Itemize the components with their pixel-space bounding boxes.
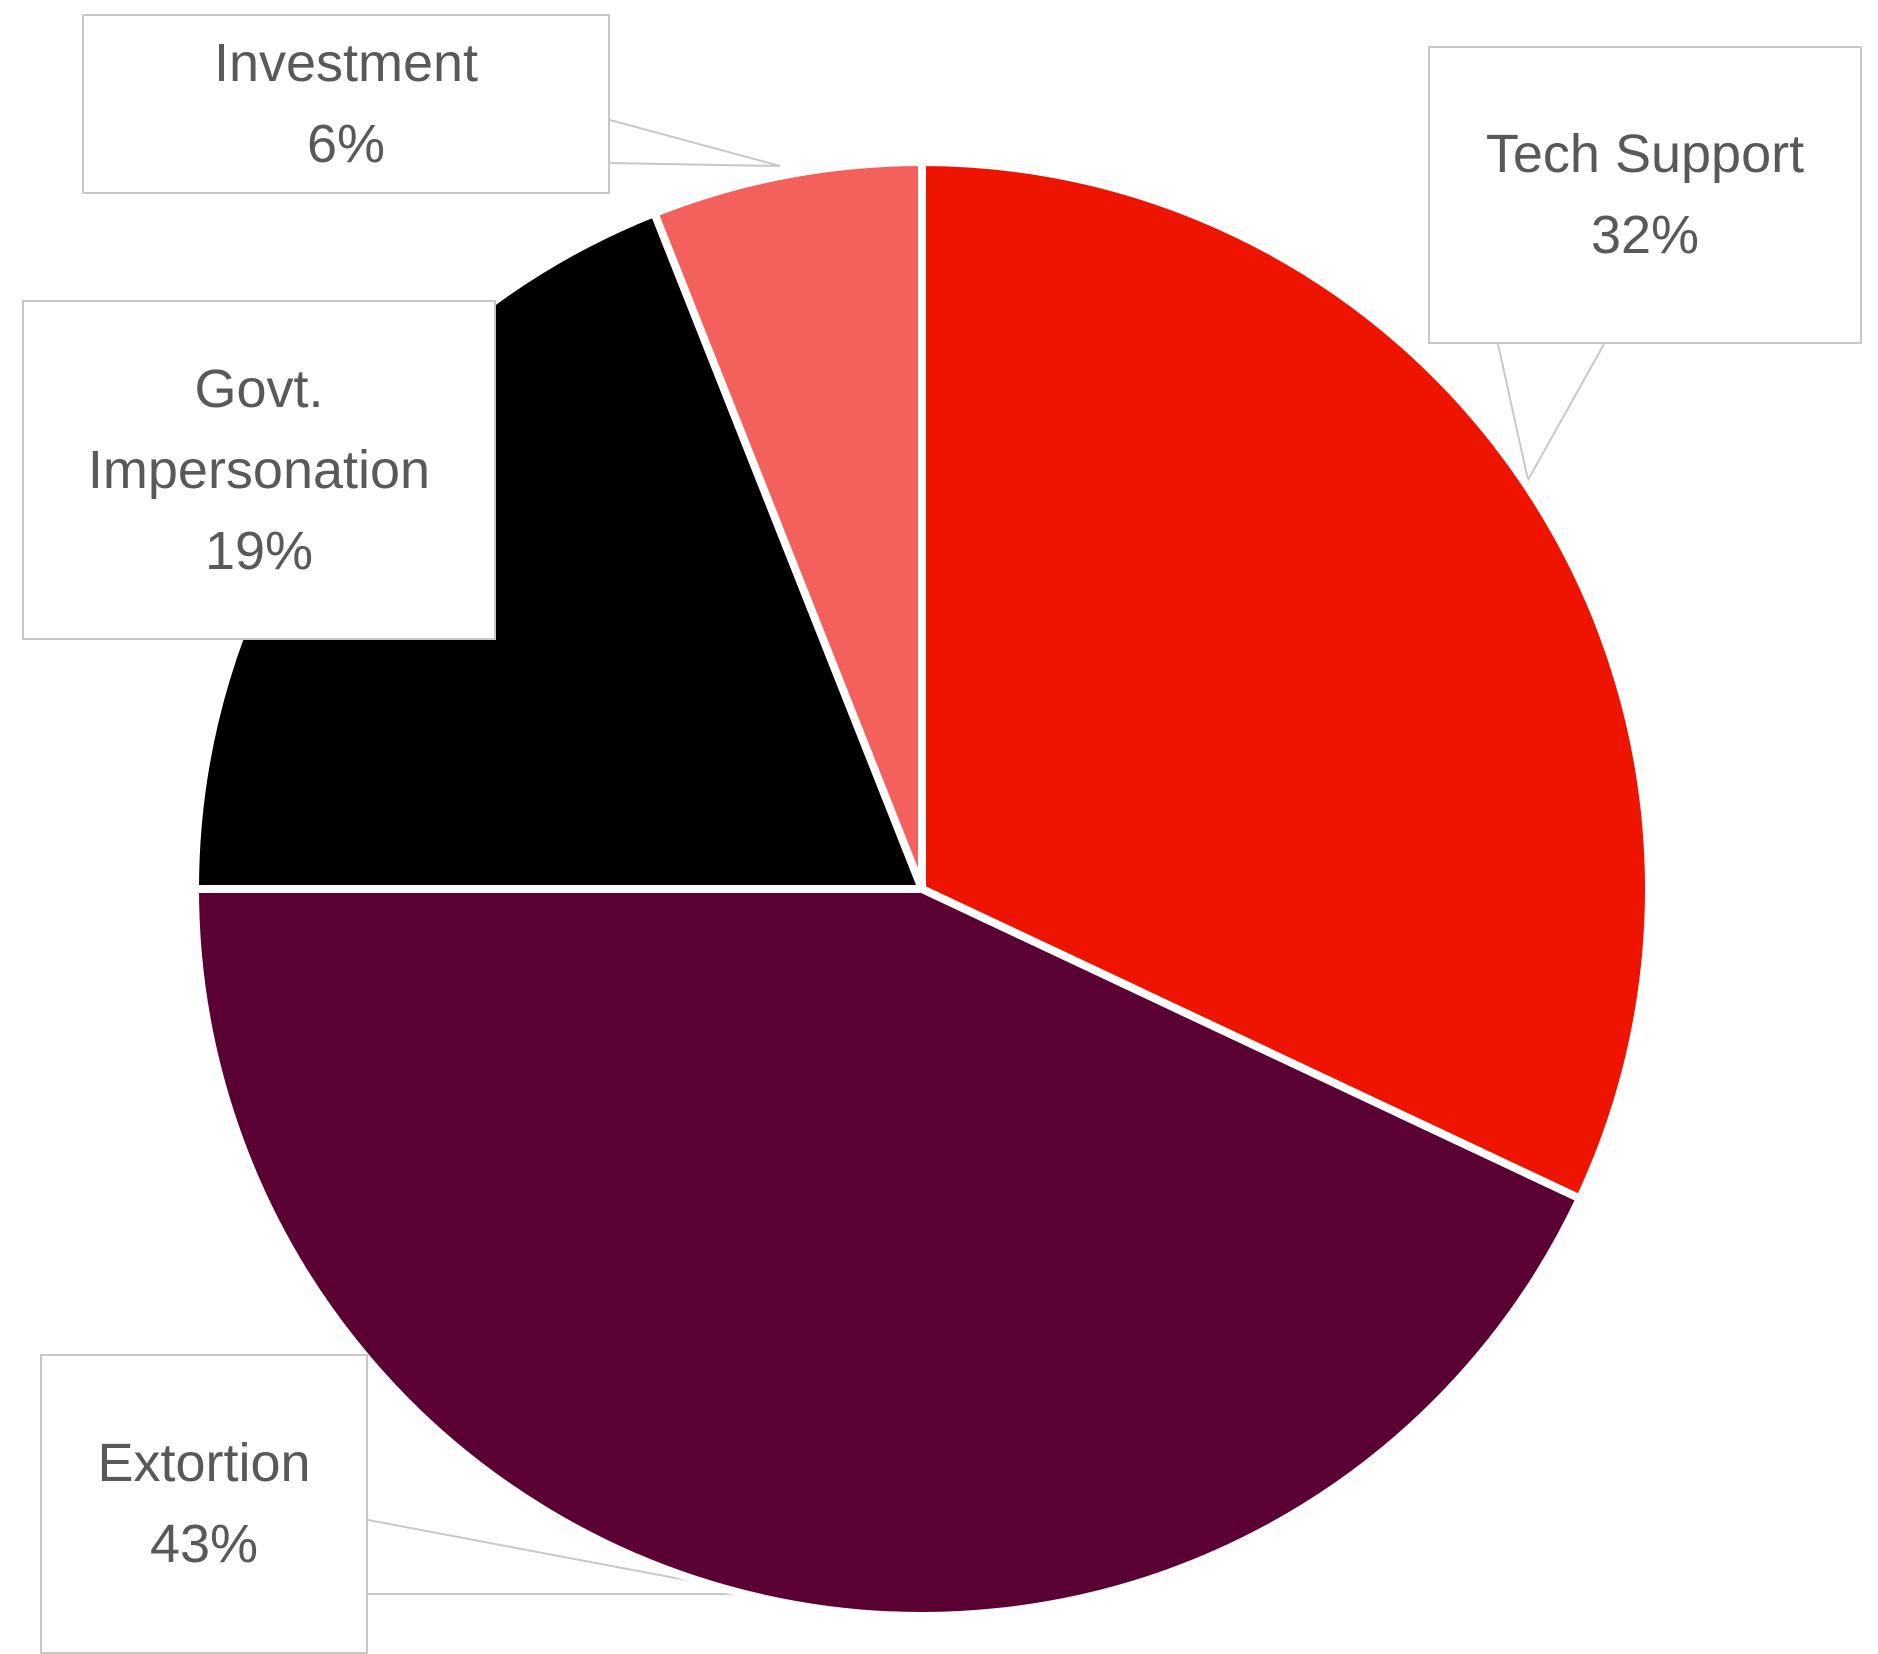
data-label-govt-impersonation: Govt. Impersonation 19% xyxy=(22,300,496,640)
data-label-category: Tech Support xyxy=(1485,124,1805,184)
data-label-investment: Investment 6% xyxy=(82,14,610,194)
data-label-category: Extortion xyxy=(97,1433,311,1493)
data-label-category-line-1: Govt. xyxy=(194,358,324,419)
data-label-percent: 43% xyxy=(149,1514,259,1574)
pie-slices xyxy=(190,157,1653,1620)
data-label-percent: 6% xyxy=(306,114,386,174)
pie-slice-tech-support xyxy=(918,157,1653,1204)
pie-chart-svg xyxy=(190,119,1653,1620)
leader-line-investment xyxy=(609,119,781,167)
pie-chart: Tech Support 32% Investment 6% Govt. Imp… xyxy=(22,14,1862,1654)
data-label-percent: 19% xyxy=(204,520,314,581)
data-label-tech-support: Tech Support 32% xyxy=(1428,46,1862,344)
pie-slice-investment xyxy=(649,157,926,891)
pie-slice-extortion xyxy=(190,885,1586,1620)
data-label-category: Investment xyxy=(213,33,479,93)
data-label-extortion: Extortion 43% xyxy=(40,1354,368,1654)
leader-line-tech-support xyxy=(1497,343,1605,483)
data-label-category-line-2: Impersonation xyxy=(87,439,431,500)
data-label-percent: 32% xyxy=(1590,205,1700,265)
